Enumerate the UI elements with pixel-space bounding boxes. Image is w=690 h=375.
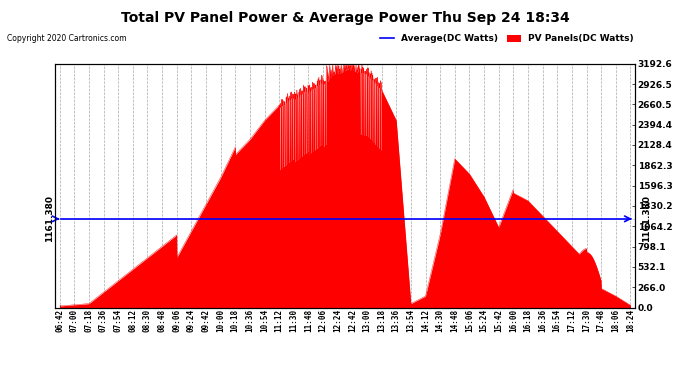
Text: Copyright 2020 Cartronics.com: Copyright 2020 Cartronics.com [7, 34, 126, 43]
Text: Total PV Panel Power & Average Power Thu Sep 24 18:34: Total PV Panel Power & Average Power Thu… [121, 11, 569, 25]
Text: 1161.380: 1161.380 [642, 195, 651, 242]
Legend: Average(DC Watts), PV Panels(DC Watts): Average(DC Watts), PV Panels(DC Watts) [377, 31, 637, 47]
